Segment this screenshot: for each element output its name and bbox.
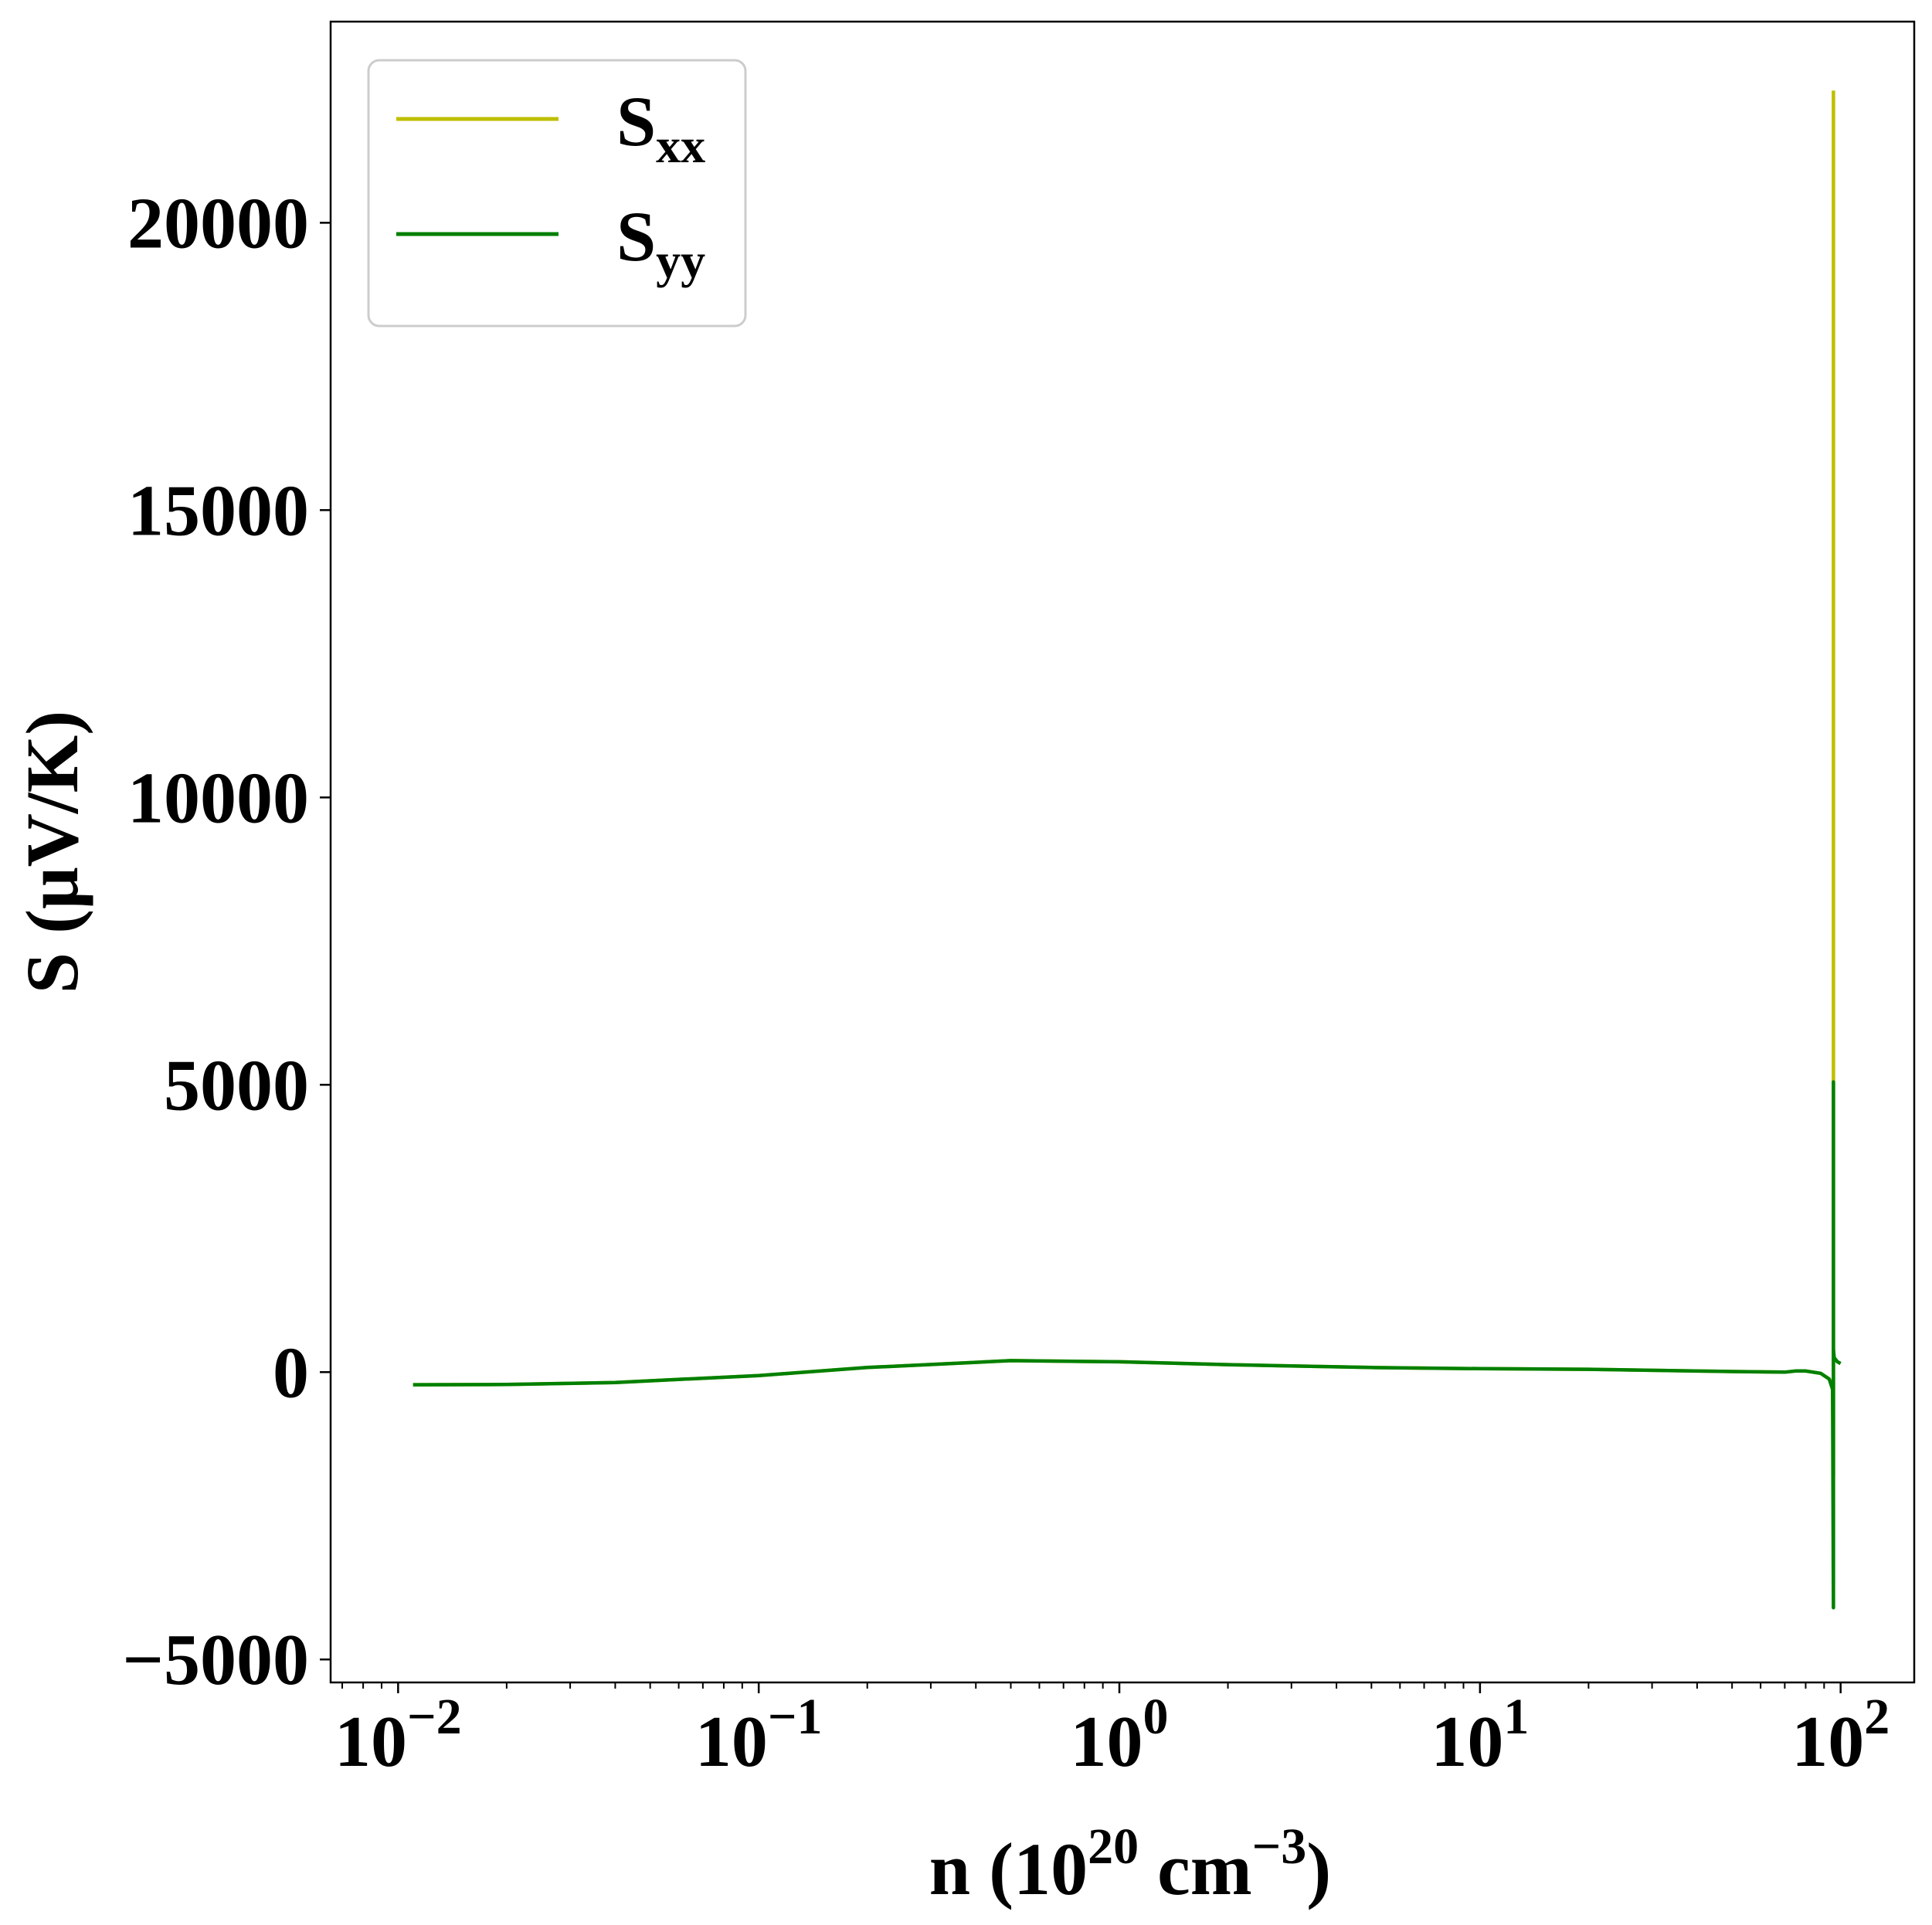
x-axis-label-mid: cm [1139, 1828, 1252, 1910]
x-tick-label: 100 [1071, 1689, 1169, 1782]
y-tick-label: 5000 [164, 1045, 309, 1125]
series-line-syy [413, 1080, 1842, 1610]
legend-label-sxx-base: S [616, 82, 656, 161]
plot-frame [329, 20, 1916, 1684]
legend: Sxx Syy [367, 59, 747, 328]
y-tick-label: 20000 [127, 183, 309, 263]
x-tick-label: 101 [1431, 1689, 1529, 1782]
ticks-layer: −5000 0 5000 10000 15000 20000 10−2 10−1 100 101 1… [122, 183, 1890, 1782]
x-axis-label-exp-minus3: −3 [1252, 1818, 1307, 1875]
x-tick-label: 10−2 [334, 1689, 462, 1782]
legend-label-syy-base: S [616, 197, 656, 276]
legend-label-syy: Syy [616, 197, 705, 288]
legend-label-sxx-sub: xx [656, 118, 705, 173]
legend-label-syy-sub: yy [656, 233, 705, 288]
y-tick-label: 15000 [127, 470, 309, 551]
y-tick-label: 10000 [127, 758, 309, 838]
legend-box [367, 59, 747, 328]
y-tick-label: −5000 [122, 1620, 309, 1700]
x-axis-label-end: ) [1306, 1828, 1331, 1910]
series-layer [413, 90, 1842, 1610]
x-axis-label-base: n (10 [929, 1828, 1088, 1910]
y-axis-label: S (μV/K) [11, 711, 93, 993]
y-tick-label: 0 [273, 1333, 309, 1413]
x-tick-label: 102 [1791, 1689, 1890, 1782]
legend-label-sxx: Sxx [616, 82, 705, 173]
x-tick-label: 10−1 [695, 1689, 823, 1782]
x-axis-label-exp-20: 20 [1088, 1818, 1139, 1875]
x-axis-label: n (1020 cm−3) [929, 1818, 1332, 1910]
